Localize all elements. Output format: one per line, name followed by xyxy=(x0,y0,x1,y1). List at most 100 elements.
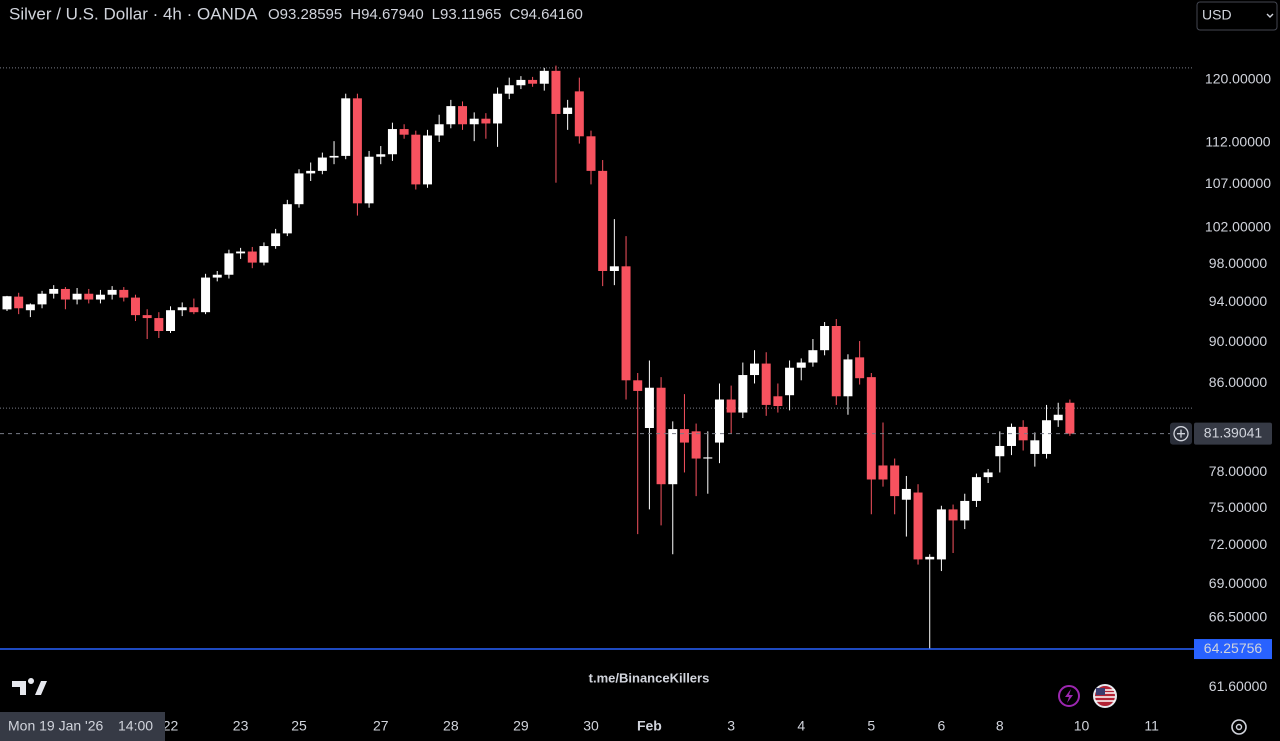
x-tick-label: 8 xyxy=(996,718,1004,734)
candle-body xyxy=(644,387,654,428)
candle-body xyxy=(37,293,47,305)
candle-body xyxy=(668,429,678,485)
plus-button[interactable] xyxy=(1173,426,1189,442)
currency-select[interactable]: USD xyxy=(1196,1,1278,31)
status-icons xyxy=(1058,684,1117,708)
y-tick-label: 107.00000 xyxy=(1205,175,1271,191)
marked-line-label: 64.25756 xyxy=(1204,640,1263,656)
candle-body xyxy=(878,465,888,480)
candle-body xyxy=(329,155,339,158)
x-tick-label: 23 xyxy=(233,718,249,734)
lightning-icon[interactable] xyxy=(1058,685,1080,707)
y-tick-label: 72.00000 xyxy=(1209,536,1268,552)
candle-body xyxy=(481,118,491,124)
candle-body xyxy=(294,173,304,205)
ohlc-prefix: H xyxy=(350,6,361,23)
y-tick-label: 66.50000 xyxy=(1209,608,1268,624)
gear-inner xyxy=(1235,723,1243,731)
candle-body xyxy=(177,307,187,311)
x-tick-label: 28 xyxy=(443,718,459,734)
candle-body xyxy=(983,472,993,478)
candle-body xyxy=(1006,426,1016,446)
candle-body xyxy=(60,288,70,300)
candle-body xyxy=(960,500,970,521)
logo-icon xyxy=(12,677,47,695)
candle-body xyxy=(1030,440,1040,454)
candle-body xyxy=(201,277,211,313)
candle-body xyxy=(376,154,386,157)
candle-body xyxy=(679,429,689,443)
candle-body xyxy=(808,350,818,363)
x-tick-label: Feb xyxy=(637,718,662,734)
x-tick-label: 25 xyxy=(291,718,307,734)
candle-body xyxy=(995,445,1005,457)
y-tick-label: 90.00000 xyxy=(1209,333,1268,349)
ohlc-prefix: C xyxy=(509,6,520,23)
ohlc-value: 94.67940 xyxy=(361,6,424,23)
chevron-icon xyxy=(1266,13,1274,18)
candle-body xyxy=(387,129,397,155)
candle-body xyxy=(130,297,140,316)
candle-body xyxy=(855,357,865,379)
y-tick-label: 75.00000 xyxy=(1209,499,1268,515)
x-tick-label: 10 xyxy=(1074,718,1090,734)
candle-body xyxy=(247,251,257,263)
x-tick-label: 22 xyxy=(163,718,179,734)
currency-label[interactable]: USD xyxy=(1202,7,1232,23)
crosshair-time-box xyxy=(0,712,165,741)
x-tick-label: 11 xyxy=(1144,718,1159,734)
candle-body xyxy=(913,492,923,560)
candle-body xyxy=(411,134,421,185)
candle-body xyxy=(539,70,549,84)
crosshair-time: 14:00 xyxy=(118,718,153,734)
candle-body xyxy=(843,359,853,397)
ohlc-value: 93.28595 xyxy=(280,6,343,23)
watermark: t.me/BinanceKillers xyxy=(589,670,710,685)
candle-body xyxy=(773,396,783,407)
candle-body xyxy=(948,509,958,521)
candle-body xyxy=(574,91,584,137)
candle-body xyxy=(528,79,538,84)
y-tick-label: 102.00000 xyxy=(1205,219,1271,235)
candle-body xyxy=(971,477,981,501)
candle-body xyxy=(761,363,771,405)
currency-box[interactable] xyxy=(1196,1,1278,31)
gear-outer[interactable] xyxy=(1231,719,1247,735)
candle-body xyxy=(236,251,246,254)
candle-body xyxy=(656,387,666,485)
candle-body xyxy=(95,294,105,300)
y-tick-label: 86.00000 xyxy=(1209,374,1268,390)
x-tick-label: 30 xyxy=(583,718,599,734)
candle-body xyxy=(831,325,841,397)
candle-body xyxy=(1018,426,1028,441)
candle-body xyxy=(306,170,316,174)
candle-body xyxy=(633,380,643,391)
candle-body xyxy=(1042,420,1052,454)
candle-body xyxy=(72,293,82,300)
candle-body xyxy=(119,289,129,298)
flag-canton xyxy=(1096,688,1105,695)
ohlc-prefix: O xyxy=(268,6,280,23)
candle-body xyxy=(750,363,760,376)
y-tick-label: 120.00000 xyxy=(1205,71,1271,87)
candle-body xyxy=(25,304,35,311)
candle-body xyxy=(212,274,222,278)
plus-glyph xyxy=(1177,429,1185,438)
candle-body xyxy=(609,266,619,271)
settings-icon[interactable] xyxy=(1231,719,1247,735)
candle-body xyxy=(49,288,59,294)
candle-body xyxy=(586,136,596,171)
candle-body xyxy=(341,98,351,156)
candle-body xyxy=(703,457,713,459)
y-tick-label: 61.60000 xyxy=(1209,678,1268,694)
y-tick-label: 78.00000 xyxy=(1209,463,1268,479)
candle-body xyxy=(714,399,724,443)
x-tick-label: 5 xyxy=(867,718,875,734)
candle-body xyxy=(1053,414,1063,421)
flag-stripes xyxy=(1095,689,1115,702)
y-tick-label: 69.00000 xyxy=(1209,575,1268,591)
candle-body xyxy=(936,509,946,560)
candle-body xyxy=(691,431,701,459)
candle-body xyxy=(726,399,736,413)
candle-body xyxy=(621,266,631,381)
